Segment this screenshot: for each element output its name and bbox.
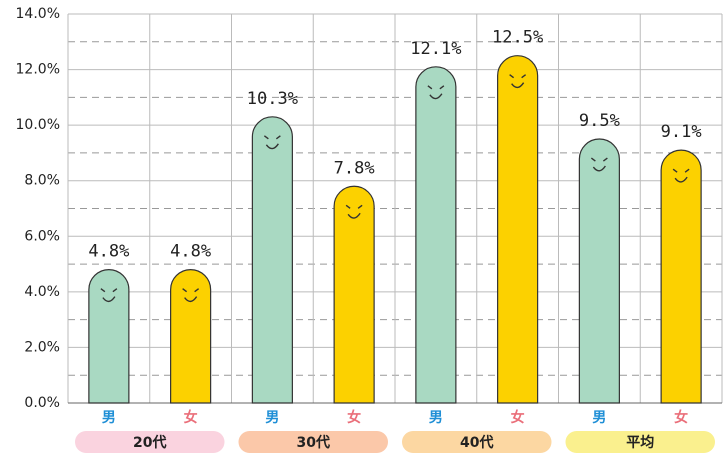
- series-label: 女: [511, 409, 525, 426]
- series-label: 女: [184, 409, 198, 426]
- bar: [661, 150, 701, 403]
- series-label: 男: [265, 410, 279, 426]
- bar: [252, 117, 292, 403]
- series-label: 男: [592, 410, 606, 426]
- bar: [334, 186, 374, 403]
- bar: [171, 270, 211, 403]
- value-label: 10.3%: [247, 89, 298, 109]
- y-tick-label: 4.0%: [24, 284, 60, 300]
- y-tick-label: 10.0%: [16, 117, 60, 133]
- y-tick-label: 2.0%: [24, 339, 60, 355]
- value-label: 12.1%: [410, 39, 461, 59]
- series-label: 男: [102, 410, 116, 426]
- bar: [416, 67, 456, 403]
- series-label: 男: [429, 410, 443, 426]
- group-label: 平均: [626, 434, 654, 451]
- y-tick-label: 0.0%: [24, 395, 60, 411]
- value-label: 9.5%: [579, 111, 620, 131]
- bar: [498, 56, 538, 403]
- bar: [579, 139, 619, 403]
- value-label: 4.8%: [88, 242, 129, 262]
- series-label: 女: [347, 409, 361, 426]
- value-label: 12.5%: [492, 28, 543, 48]
- y-tick-label: 14.0%: [16, 6, 60, 22]
- y-tick-label: 6.0%: [24, 228, 60, 244]
- group-label: 40代: [460, 434, 493, 451]
- value-label: 7.8%: [334, 158, 375, 178]
- group-label: 20代: [133, 434, 166, 451]
- y-tick-label: 12.0%: [16, 62, 60, 78]
- value-label: 9.1%: [661, 122, 702, 142]
- series-label: 女: [674, 409, 688, 426]
- chart: 0.0% 2.0% 4.0% 6.0% 8.0% 10.0% 12.0% 14.0% 20代 4.…: [0, 0, 727, 455]
- group-label: 30代: [297, 434, 330, 451]
- value-label: 4.8%: [170, 242, 211, 262]
- y-tick-label: 8.0%: [24, 173, 60, 189]
- bar: [89, 270, 129, 403]
